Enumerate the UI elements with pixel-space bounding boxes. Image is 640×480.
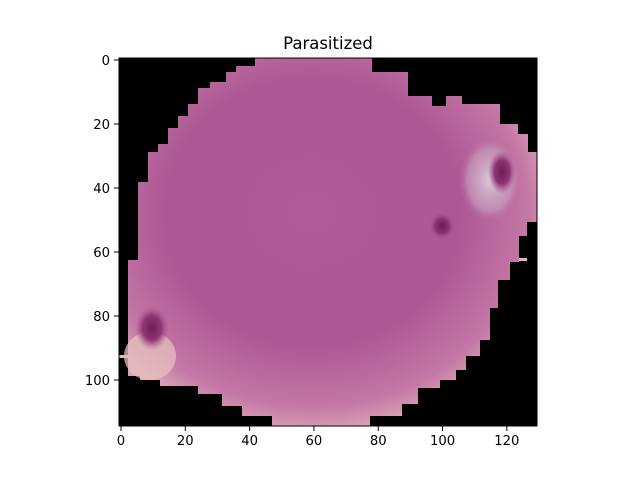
chart-title: Parasitized: [283, 34, 373, 53]
y-tick-label: 40: [93, 182, 110, 197]
y-axis: 0 20 40 60 80 100: [85, 54, 119, 389]
stain-spot-2: [429, 212, 455, 240]
microscopy-image: [119, 58, 537, 426]
x-tick-label: 120: [494, 434, 519, 449]
x-tick-label: 0: [117, 434, 125, 449]
y-tick-label: 0: [102, 54, 110, 69]
x-tick-label: 80: [370, 434, 387, 449]
stain-spot-1: [135, 306, 169, 350]
y-tick-label: 20: [93, 118, 110, 133]
x-axis: 0 20 40 60 80 100 120: [117, 426, 519, 449]
edge-artifact-left: [119, 355, 129, 358]
y-tick-label: 80: [93, 310, 110, 325]
edge-artifact-right: [519, 258, 527, 261]
red-blood-cell: [128, 58, 537, 426]
axes-frame: [118, 57, 538, 427]
x-tick-label: 20: [177, 434, 194, 449]
y-tick-label: 100: [85, 374, 110, 389]
x-tick-label: 60: [306, 434, 323, 449]
stain-spot-3: [488, 150, 516, 194]
x-tick-label: 40: [241, 434, 258, 449]
y-tick-label: 60: [93, 246, 110, 261]
x-tick-label: 100: [430, 434, 455, 449]
